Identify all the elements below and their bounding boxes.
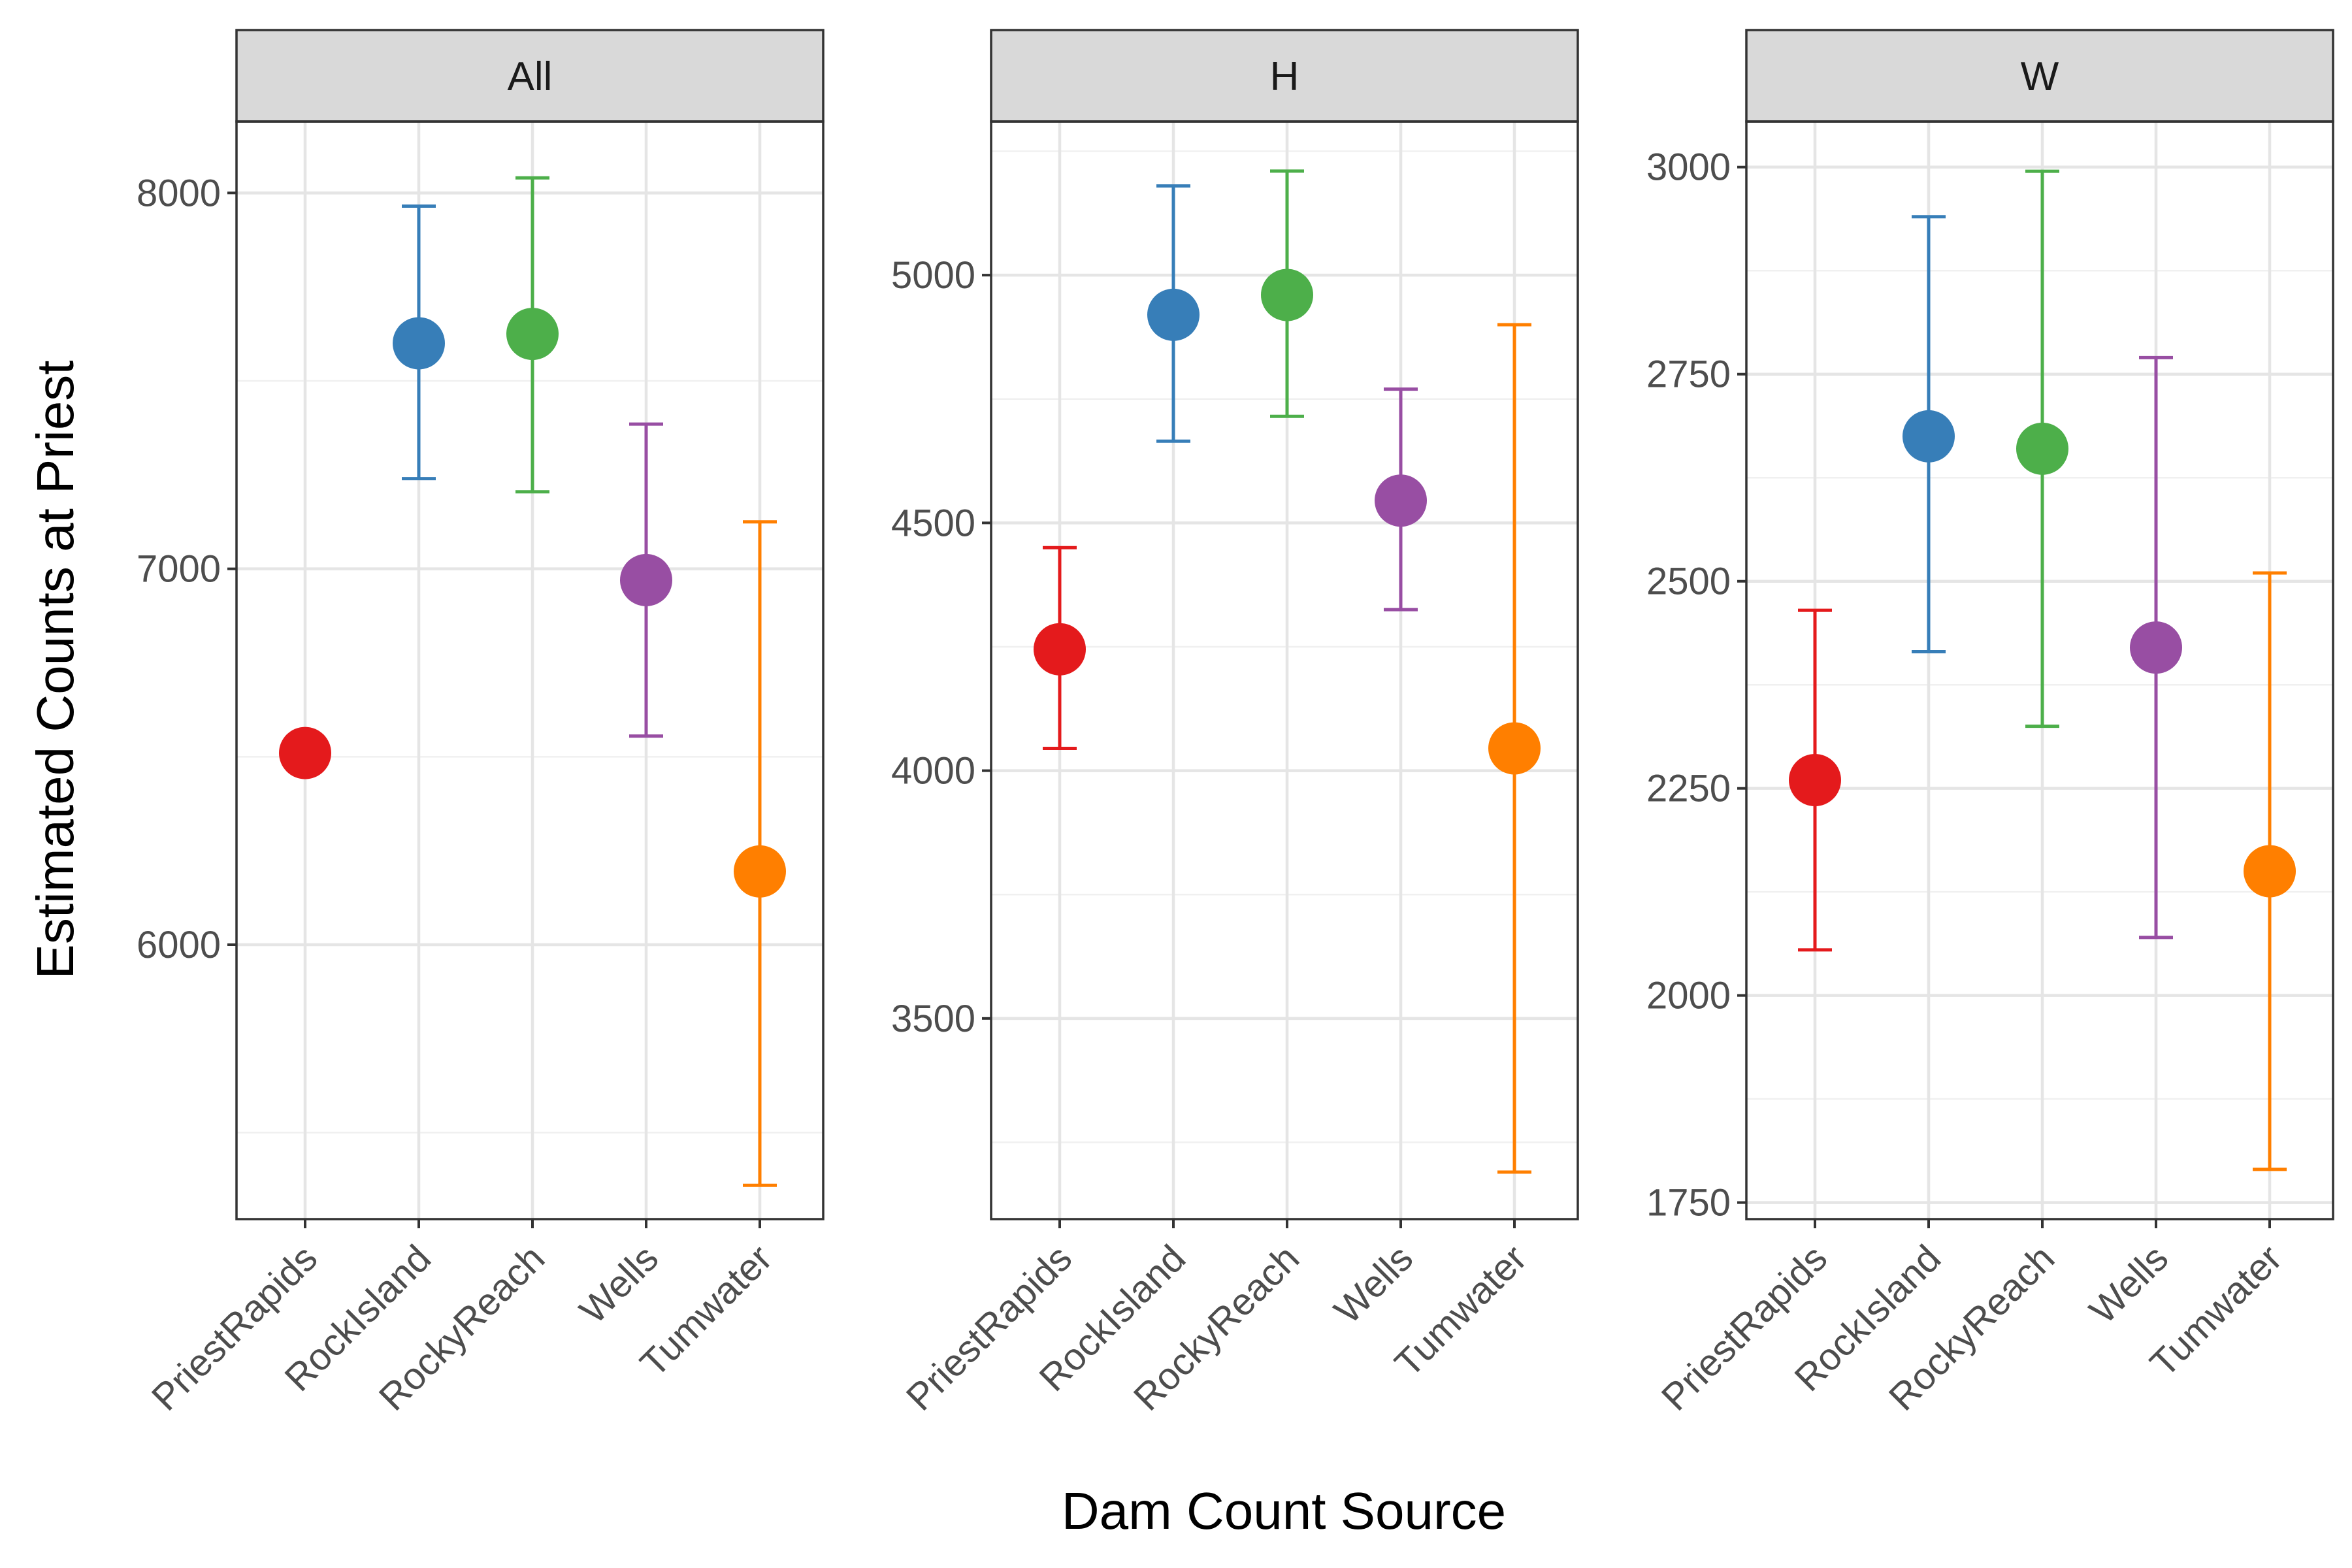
y-tick-label: 3500 bbox=[891, 998, 975, 1040]
y-tick-label: 2000 bbox=[1646, 975, 1731, 1017]
y-tick-label: 8000 bbox=[137, 172, 221, 214]
strip-W bbox=[1745, 29, 2334, 123]
point-PriestRapids bbox=[279, 727, 331, 779]
point-Wells bbox=[620, 553, 672, 606]
point-RockIsland bbox=[393, 317, 445, 370]
panel-border bbox=[990, 120, 1579, 1220]
y-axis-title: Estimated Counts at Priest bbox=[26, 360, 84, 979]
strip-label-All: All bbox=[508, 54, 553, 99]
strip-label-W: W bbox=[2021, 54, 2059, 99]
panel-border bbox=[235, 120, 825, 1220]
point-RockyReach bbox=[2016, 422, 2068, 475]
facet-panel-All: All600070008000PriestRapidsRockIslandRoc… bbox=[137, 29, 825, 1419]
point-Wells bbox=[2130, 621, 2182, 674]
facet-panel-W: W175020002250250027503000PriestRapidsRoc… bbox=[1646, 29, 2334, 1419]
y-tick-label: 2750 bbox=[1646, 353, 1731, 396]
y-tick-label: 2500 bbox=[1646, 561, 1731, 603]
point-Tumwater bbox=[2244, 845, 2296, 898]
panel-background bbox=[1746, 122, 2333, 1219]
point-RockIsland bbox=[1147, 288, 1200, 341]
strip-label-H: H bbox=[1270, 54, 1299, 99]
strip-H bbox=[990, 29, 1579, 123]
point-PriestRapids bbox=[1034, 623, 1086, 676]
point-RockyReach bbox=[506, 308, 559, 361]
y-tick-label: 1750 bbox=[1646, 1182, 1731, 1224]
panel-background bbox=[237, 122, 823, 1219]
point-Tumwater bbox=[1488, 722, 1541, 775]
y-tick-label: 6000 bbox=[137, 924, 221, 966]
point-RockyReach bbox=[1261, 269, 1313, 321]
point-Wells bbox=[1375, 474, 1427, 527]
y-tick-label: 3000 bbox=[1646, 146, 1731, 189]
point-Tumwater bbox=[734, 845, 786, 898]
y-tick-label: 4000 bbox=[891, 750, 975, 792]
panel-border bbox=[1745, 120, 2334, 1220]
x-axis-title: Dam Count Source bbox=[1062, 1482, 1506, 1540]
point-PriestRapids bbox=[1789, 754, 1841, 806]
y-tick-label: 4500 bbox=[891, 502, 975, 544]
point-RockIsland bbox=[1903, 410, 1955, 463]
y-tick-label: 2250 bbox=[1646, 768, 1731, 810]
y-tick-label: 5000 bbox=[891, 254, 975, 297]
facet-panels: All600070008000PriestRapidsRockIslandRoc… bbox=[137, 29, 2334, 1419]
y-tick-label: 7000 bbox=[137, 548, 221, 591]
facet-panel-H: H3500400045005000PriestRapidsRockIslandR… bbox=[891, 29, 1579, 1419]
strip-All bbox=[235, 29, 825, 123]
